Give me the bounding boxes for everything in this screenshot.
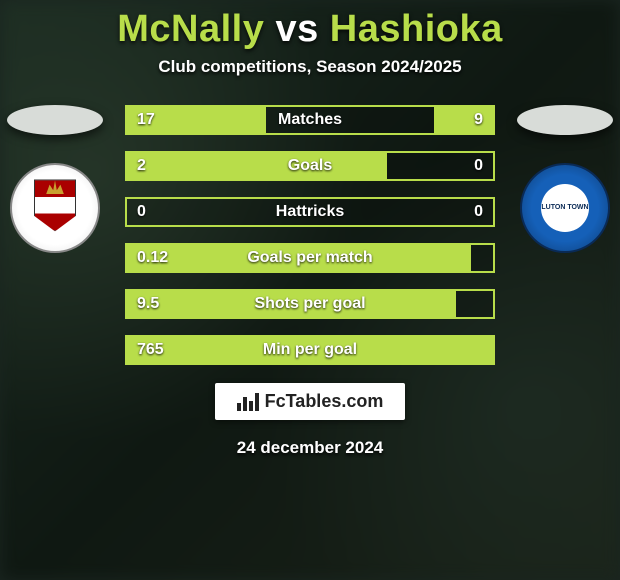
right-crest-inner: LUTON TOWN (541, 184, 589, 232)
stat-value-right: 9 (474, 111, 483, 129)
subtitle: Club competitions, Season 2024/2025 (158, 57, 461, 77)
main-row: 17 9 Matches 2 0 Goals 0 0 Hattricks 0.12 Goals pe… (0, 105, 620, 365)
stat-value-left: 765 (137, 341, 164, 359)
stat-row: 2 0 Goals (125, 151, 495, 181)
stat-value-right: 0 (474, 157, 483, 175)
stat-row: 17 9 Matches (125, 105, 495, 135)
stat-value-left: 2 (137, 157, 146, 175)
stat-value-left: 9.5 (137, 295, 159, 313)
stat-label: Goals (288, 157, 332, 175)
left-ellipse (7, 105, 103, 135)
bar-fill-left (127, 153, 387, 179)
right-crest-column: LUTON TOWN (515, 105, 615, 253)
stat-row: 0.12 Goals per match (125, 243, 495, 273)
stat-label: Matches (278, 111, 342, 129)
stat-row: 9.5 Shots per goal (125, 289, 495, 319)
right-ellipse (517, 105, 613, 135)
stat-value-left: 0.12 (137, 249, 168, 267)
left-crest-column (5, 105, 105, 253)
fctables-logo: FcTables.com (215, 383, 406, 420)
bar-fill-right (434, 107, 493, 133)
page-title: McNally vs Hashioka (117, 8, 503, 51)
title-player1: McNally (117, 8, 264, 50)
left-club-crest-icon (10, 163, 100, 253)
content-root: McNally vs Hashioka Club competitions, S… (0, 0, 620, 580)
stat-value-right: 0 (474, 203, 483, 221)
stat-label: Goals per match (247, 249, 372, 267)
stat-label: Min per goal (263, 341, 357, 359)
stat-value-left: 0 (137, 203, 146, 221)
stat-bars: 17 9 Matches 2 0 Goals 0 0 Hattricks 0.12 Goals pe… (125, 105, 495, 365)
logo-text: FcTables.com (265, 391, 384, 412)
date-label: 24 december 2024 (237, 438, 384, 458)
stat-label: Shots per goal (254, 295, 365, 313)
stat-row: 0 0 Hattricks (125, 197, 495, 227)
right-club-crest-icon: LUTON TOWN (520, 163, 610, 253)
stat-value-left: 17 (137, 111, 155, 129)
stat-label: Hattricks (276, 203, 344, 221)
title-player2: Hashioka (330, 8, 503, 50)
title-vs: vs (275, 8, 318, 50)
stat-row: 765 Min per goal (125, 335, 495, 365)
bars-icon (237, 393, 259, 411)
